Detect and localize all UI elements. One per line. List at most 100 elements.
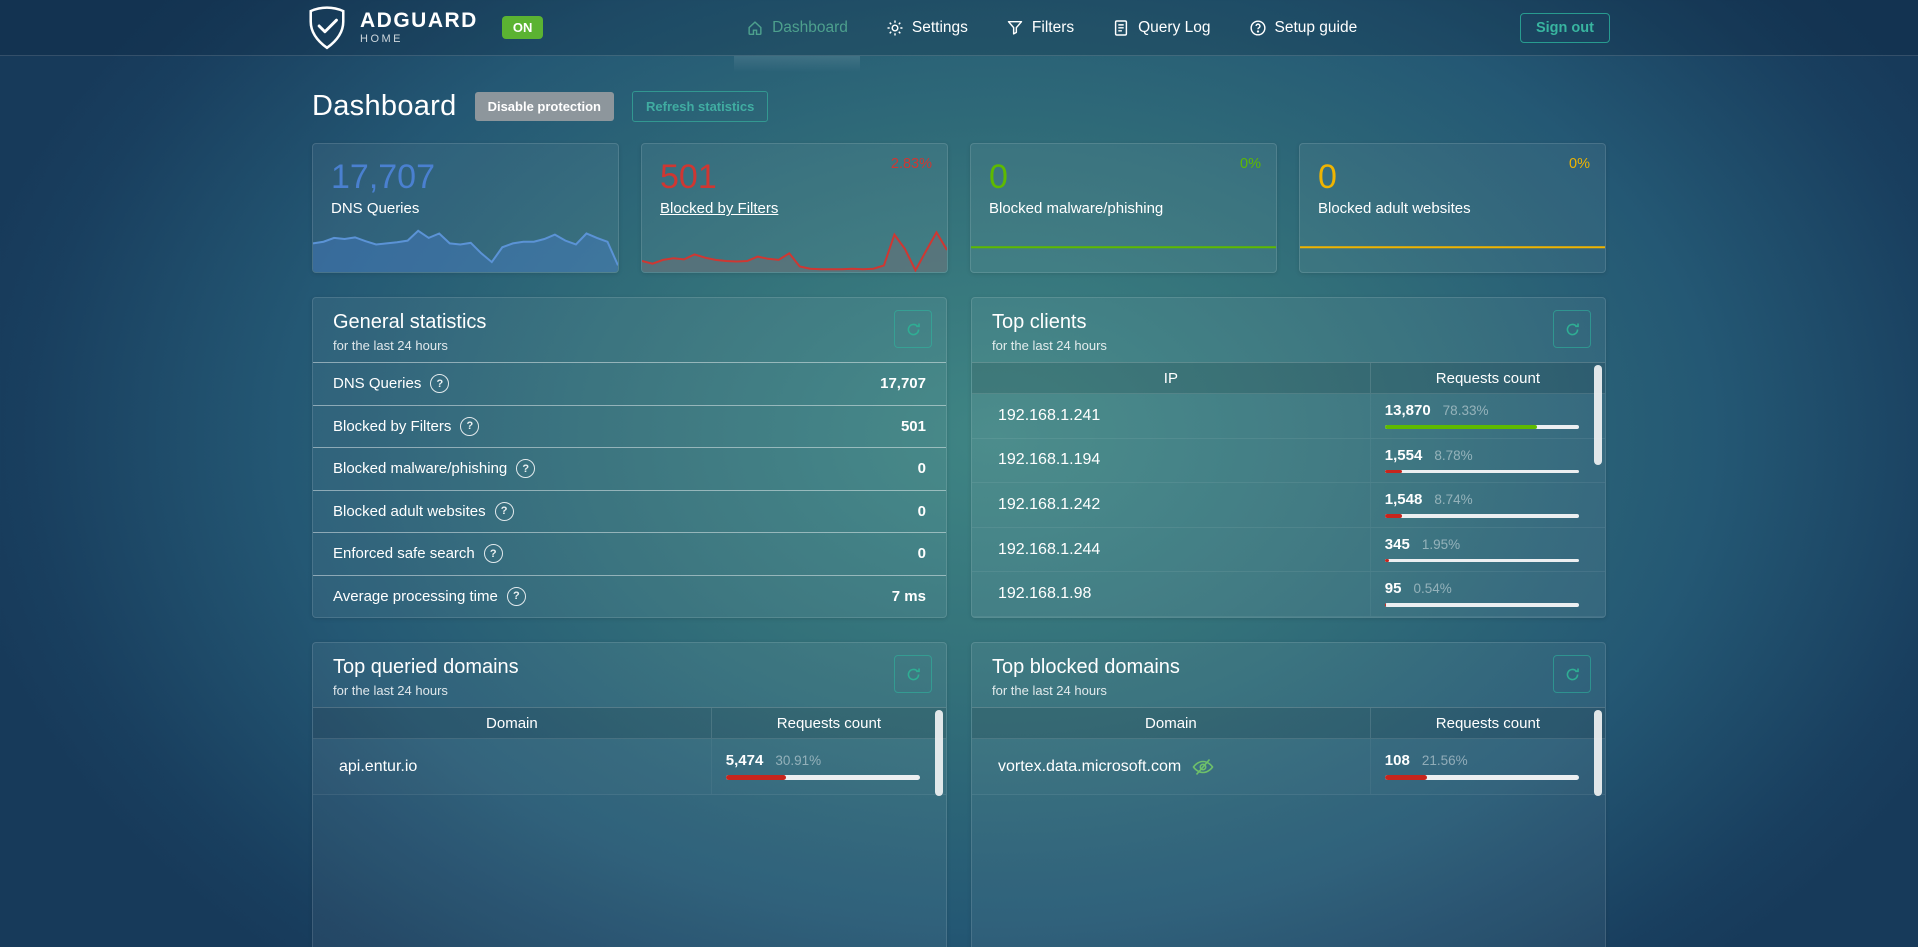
refresh-statistics-button[interactable]: Refresh statistics <box>632 91 769 122</box>
top-clients-table: IP Requests count 192.168.1.241 13,870 78.… <box>972 362 1605 617</box>
brand-name: ADGUARD <box>360 9 478 32</box>
nav-item-setup-guide[interactable]: Setup guide <box>1249 0 1358 56</box>
stat-row: Enforced safe search? 0 <box>313 532 946 575</box>
table-row: 192.168.1.194 1,554 8.78% <box>972 438 1605 484</box>
card-blocked-malware: 0% 0 Blocked malware/phishing <box>970 143 1277 273</box>
help-circle-icon[interactable]: ? <box>516 459 536 479</box>
refresh-icon-button[interactable] <box>894 655 932 693</box>
request-count: 95 <box>1384 580 1402 598</box>
blocked-malware-sparkline <box>971 217 1276 272</box>
panel-title: General statistics <box>333 311 487 333</box>
help-circle-icon[interactable]: ? <box>460 416 480 436</box>
name-cell: 192.168.1.242 <box>972 483 1371 527</box>
request-count: 1,548 <box>1384 491 1423 509</box>
request-count: 108 <box>1384 752 1410 769</box>
document-icon <box>1112 19 1130 37</box>
help-icon <box>1249 19 1267 37</box>
panel-subtitle: for the last 24 hours <box>992 683 1107 698</box>
count-cell: 345 1.95% <box>1371 528 1605 572</box>
column-header-requests: Requests count <box>1435 369 1540 387</box>
stat-row: Blocked adult websites? 0 <box>313 489 946 533</box>
summary-cards: 17,707 DNS Queries 2.83% 501 Blocked by … <box>312 143 1606 273</box>
column-header-domain: Domain <box>972 708 1371 738</box>
help-circle-icon[interactable]: ? <box>483 544 503 564</box>
brand-sub: HOME <box>360 33 403 45</box>
panel-subtitle: for the last 24 hours <box>333 683 448 698</box>
name-cell: 192.168.1.241 <box>972 394 1371 438</box>
adguard-home-logo[interactable]: ADGUARD HOME ON <box>306 5 544 51</box>
funnel-icon <box>1006 19 1024 37</box>
table-scrollbar[interactable] <box>1594 710 1602 796</box>
stat-value: 0 <box>917 502 926 520</box>
help-circle-icon[interactable]: ? <box>506 586 526 606</box>
table-row: 192.168.1.244 345 1.95% <box>972 527 1605 573</box>
count-cell: 1,554 8.78% <box>1371 439 1605 483</box>
stat-value: 7 ms <box>891 587 926 605</box>
request-count: 5,474 <box>725 752 764 769</box>
nav-menu: Dashboard Settings Filters Query Log <box>706 0 1358 72</box>
progress-bar <box>725 775 920 780</box>
main-content: Dashboard Disable protection Refresh sta… <box>312 56 1606 947</box>
name-cell: 192.168.1.244 <box>972 527 1371 572</box>
stat-value: 0 <box>917 460 926 478</box>
blocked-adult-label: Blocked adult websites <box>1318 200 1471 218</box>
card-blocked-adult: 0% 0 Blocked adult websites <box>1299 143 1606 273</box>
shield-logo-icon <box>306 5 348 51</box>
nav-item-query-log[interactable]: Query Log <box>1112 0 1211 56</box>
table-scrollbar[interactable] <box>935 710 943 796</box>
panel-subtitle: for the last 24 hours <box>992 338 1107 353</box>
progress-bar <box>1384 775 1579 780</box>
request-percent: 8.74% <box>1434 492 1473 508</box>
top-queried-domains-panel: Top queried domains for the last 24 hour… <box>312 642 947 947</box>
name-cell: 192.168.1.98 <box>972 572 1371 616</box>
eye-off-icon[interactable] <box>1191 756 1217 778</box>
request-count: 1,554 <box>1384 446 1423 464</box>
general-statistics-panel: General statistics for the last 24 hours… <box>312 297 947 618</box>
request-percent: 8.78% <box>1434 447 1473 463</box>
top-blocked-domains-panel: Top blocked domains for the last 24 hour… <box>971 642 1606 947</box>
stat-value: 17,707 <box>880 375 926 393</box>
disable-protection-button[interactable]: Disable protection <box>474 92 614 121</box>
progress-bar <box>1384 603 1579 607</box>
request-percent: 78.33% <box>1442 403 1489 418</box>
request-count: 13,870 <box>1384 402 1431 419</box>
progress-bar <box>1384 514 1579 518</box>
refresh-icon-button[interactable] <box>894 310 932 348</box>
blocked-malware-percent: 0% <box>1240 156 1261 172</box>
nav-item-dashboard[interactable]: Dashboard <box>734 0 860 72</box>
sign-out-button[interactable]: Sign out <box>1519 12 1610 43</box>
progress-bar <box>1384 425 1579 429</box>
gear-icon <box>886 19 904 37</box>
blocked-filters-value: 501 <box>660 158 717 196</box>
refresh-icon-button[interactable] <box>1553 310 1591 348</box>
blocked-adult-sparkline <box>1300 217 1605 272</box>
nav-label: Setup guide <box>1274 18 1358 36</box>
request-percent: 21.56% <box>1421 753 1468 768</box>
help-circle-icon[interactable]: ? <box>430 374 450 394</box>
stat-label: Blocked by Filters? <box>333 416 480 436</box>
nav-label: Dashboard <box>772 18 848 36</box>
column-header-requests: Requests count <box>1435 714 1540 732</box>
blocked-filters-link[interactable]: Blocked by Filters <box>660 200 779 218</box>
name-cell: vortex.data.microsoft.com <box>972 739 1371 794</box>
blocked-adult-value: 0 <box>1318 158 1337 196</box>
nav-item-settings[interactable]: Settings <box>886 0 968 56</box>
panel-title: Top clients <box>992 311 1087 333</box>
count-cell: 5,474 30.91% <box>712 739 946 794</box>
table-row: 192.168.1.242 1,548 8.74% <box>972 483 1605 528</box>
count-cell: 13,870 78.33% <box>1371 394 1605 438</box>
panel-title: Top blocked domains <box>992 656 1180 678</box>
blocked-filters-sparkline <box>642 217 947 272</box>
count-cell: 108 21.56% <box>1371 739 1605 794</box>
top-blocked-domains-table: Domain Requests count vortex.data.micros… <box>972 707 1605 796</box>
column-header-requests: Requests count <box>776 714 881 732</box>
refresh-icon-button[interactable] <box>1553 655 1591 693</box>
progress-bar <box>1384 558 1579 563</box>
help-circle-icon[interactable]: ? <box>494 501 514 521</box>
table-scrollbar[interactable] <box>1594 365 1602 465</box>
protection-on-badge: ON <box>501 16 544 39</box>
column-header-ip: IP <box>972 363 1371 393</box>
nav-item-filters[interactable]: Filters <box>1006 0 1074 56</box>
stat-label: Enforced safe search? <box>333 544 503 564</box>
nav-label: Settings <box>911 18 968 36</box>
